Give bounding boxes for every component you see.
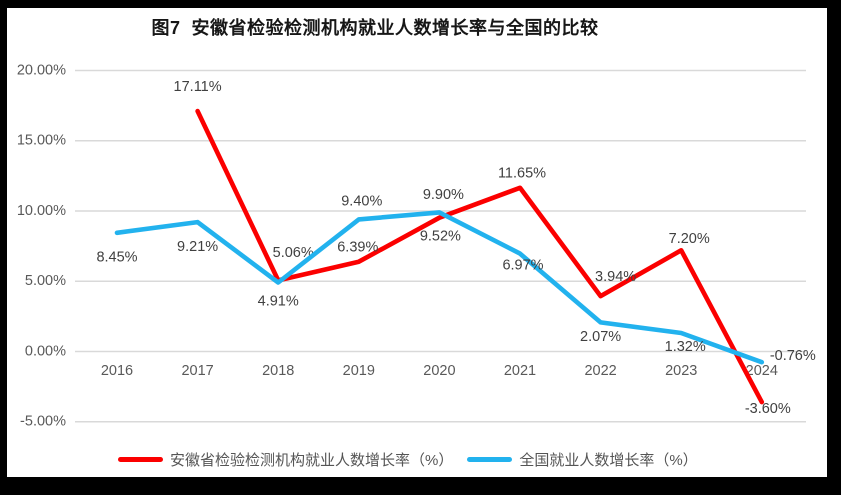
anhui-growth-rate-data-label: 3.94% <box>595 269 636 285</box>
y-axis-tick-label: 10.00% <box>17 203 66 219</box>
national-growth-rate-data-label: 4.91% <box>258 293 299 309</box>
x-axis-tick-label: 2018 <box>262 363 294 379</box>
national-growth-rate-data-label: 2.07% <box>580 329 621 345</box>
national-growth-rate-data-label: 6.97% <box>502 257 543 273</box>
anhui-growth-rate-line <box>195 108 765 405</box>
x-axis-tick-label: 2023 <box>665 363 697 379</box>
national-series-swatch-icon <box>467 456 513 462</box>
legend-item-anhui: 安徽省检验检测机构就业人数增长率（%） <box>118 449 453 470</box>
y-axis-tick-label: 15.00% <box>17 133 66 149</box>
anhui-growth-rate-data-label: 17.11% <box>174 79 222 95</box>
anhui-growth-rate-data-label: 9.52% <box>420 229 461 245</box>
national-growth-rate-data-label: -0.76% <box>770 348 816 364</box>
national-growth-rate-line <box>114 210 765 365</box>
y-axis-tick-label: 0.00% <box>25 343 66 359</box>
y-axis-tick-label: -5.00% <box>20 414 66 430</box>
anhui-growth-rate-data-label: 7.20% <box>669 231 710 247</box>
x-axis-tick-label: 2016 <box>101 363 133 379</box>
legend-item-national: 全国就业人数增长率（%） <box>467 449 698 470</box>
x-axis-tick-label: 2020 <box>423 363 455 379</box>
y-axis-tick-label: 5.00% <box>25 273 66 289</box>
national-growth-rate-data-label: 9.90% <box>423 187 464 203</box>
chart-background <box>7 8 827 477</box>
national-series-label: 全国就业人数增长率（%） <box>519 451 698 469</box>
chart-title: 图7 安徽省检验检测机构就业人数增长率与全国的比较 <box>151 18 599 38</box>
x-axis-tick-label: 2019 <box>343 363 375 379</box>
x-axis-tick-label: 2022 <box>584 363 616 379</box>
national-growth-rate-data-label: 8.45% <box>96 250 137 266</box>
national-growth-rate-data-label: 9.40% <box>341 193 382 209</box>
anhui-growth-rate-data-label: 11.65% <box>498 166 546 182</box>
legend: 安徽省检验检测机构就业人数增长率（%） 全国就业人数增长率（%） <box>118 448 698 470</box>
national-growth-rate-data-label: 9.21% <box>177 239 218 255</box>
y-axis-tick-label: 20.00% <box>17 62 66 78</box>
anhui-series-label: 安徽省检验检测机构就业人数增长率（%） <box>170 451 454 469</box>
anhui-growth-rate-data-label: 6.39% <box>337 240 378 256</box>
x-axis-tick-label: 2017 <box>181 363 213 379</box>
anhui-growth-rate-data-label: -3.60% <box>745 401 791 417</box>
anhui-growth-rate-data-label: 5.06% <box>273 245 314 261</box>
x-axis-tick-label: 2024 <box>746 363 778 379</box>
x-axis-tick-label: 2021 <box>504 363 536 379</box>
national-growth-rate-data-label: 1.32% <box>665 339 706 355</box>
anhui-series-swatch-icon <box>118 456 163 462</box>
